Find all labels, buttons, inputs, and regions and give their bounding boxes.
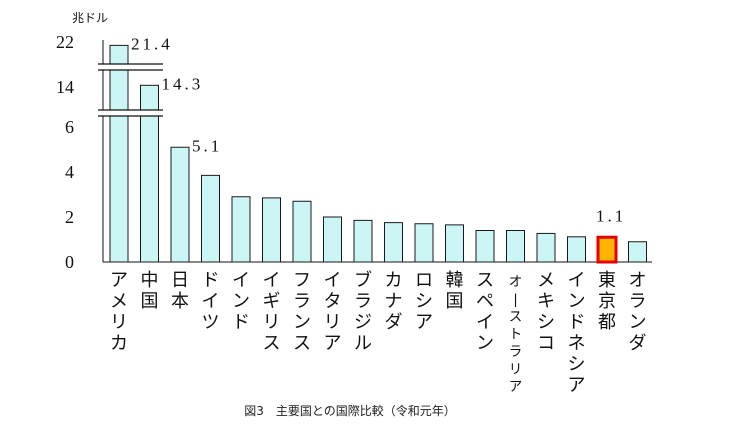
data-label-1: 21.4 (131, 34, 173, 53)
bar-3 (170, 146, 190, 263)
bar-2 (140, 84, 159, 263)
category-label-1: アメリカ (110, 270, 128, 354)
bar-1 (109, 44, 129, 263)
data-label-2: 14.3 (162, 74, 204, 93)
y-tick-label: 6 (65, 117, 74, 137)
y-tick-label: 4 (65, 162, 74, 182)
category-label-14: オ|ストラリア (509, 274, 523, 395)
category-label-4: ドイツ (202, 270, 220, 333)
y-tick-label: 2 (65, 207, 74, 227)
category-label-5: インド (232, 270, 250, 333)
category-label-8: イタリア (324, 270, 342, 354)
category-label-15: メキシコ (537, 270, 555, 354)
bar-12 (445, 224, 464, 263)
bar-9 (353, 219, 373, 263)
category-label-17: 東京都 (598, 270, 616, 333)
data-label-3: 5.1 (192, 136, 222, 155)
axis-break-gap (98, 64, 163, 70)
category-label-7: フランス (293, 270, 311, 354)
bar-14 (506, 230, 525, 263)
bar-7 (292, 200, 312, 263)
category-label-18: オランダ (629, 270, 647, 354)
category-label-2: 中国 (141, 270, 159, 312)
bar-11 (414, 223, 434, 263)
category-label-9: ブラジル (354, 269, 372, 354)
category-label-16: インドネシア (568, 270, 586, 396)
category-label-13: スペイン (476, 270, 494, 354)
bar-10 (384, 222, 403, 263)
unit-label: 兆ドル (72, 11, 108, 25)
bar-8 (323, 216, 342, 263)
y-tick-label: 0 (65, 252, 74, 272)
y-tick-label: 22 (56, 32, 74, 52)
category-label-10: カナダ (385, 270, 403, 333)
bar-13 (475, 230, 495, 263)
bar-5 (231, 196, 251, 263)
category-label-12: 韓国 (446, 270, 464, 312)
bar-18 (628, 241, 647, 263)
bar-17 (596, 235, 618, 264)
y-tick-label: 14 (56, 77, 74, 97)
bar-16 (567, 236, 586, 263)
axis-break-gap (98, 110, 163, 116)
bar-4 (201, 174, 220, 263)
chart-caption: 図3 主要国との国際比較（令和元年） (244, 403, 456, 418)
category-label-3: 日本 (171, 270, 189, 312)
data-label-17: 1.1 (596, 206, 626, 225)
category-label-6: イギリス (263, 270, 281, 354)
bar-15 (536, 232, 556, 263)
category-label-11: ロシア (415, 270, 433, 333)
bar-6 (262, 197, 281, 263)
